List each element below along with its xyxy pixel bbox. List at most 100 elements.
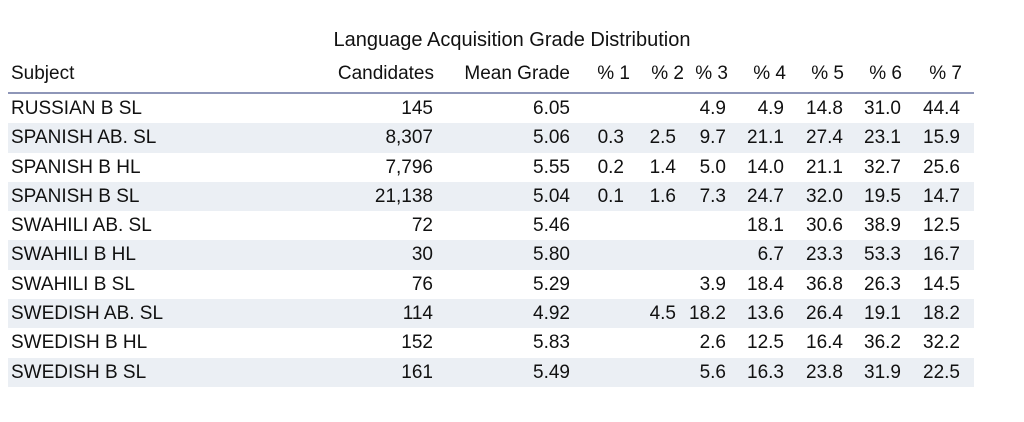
cell-pct-3: 9.7: [699, 127, 726, 149]
cell-candidates: 72: [411, 215, 433, 237]
cell-subject: RUSSIAN B SL: [11, 98, 142, 119]
table-header: Subject Candidates Mean Grade % 1 % 2 % …: [8, 58, 974, 92]
cell-pct-2: 1.4: [649, 156, 676, 178]
cell-pct-1: 0.3: [597, 127, 624, 149]
cell-pct-3: 18.2: [689, 303, 726, 325]
cell-mean-grade: 5.46: [533, 215, 570, 237]
header-pct-5: % 5: [811, 63, 844, 84]
cell-pct-4: 12.5: [747, 332, 784, 354]
table-row: SWAHILI B SL 76 5.29 3.9 18.4 36.8 26.3 14.5: [8, 270, 974, 299]
cell-pct-4: 18.4: [747, 273, 784, 295]
cell-candidates: 7,796: [385, 156, 433, 178]
cell-pct-7: 15.9: [923, 127, 960, 149]
cell-pct-4: 18.1: [747, 215, 784, 237]
cell-pct-6: 19.1: [864, 303, 901, 325]
cell-subject: SWEDISH B HL: [11, 332, 148, 354]
cell-pct-7: 18.2: [923, 303, 960, 325]
cell-pct-3: 4.9: [699, 98, 726, 119]
table-row: SWAHILI B HL 30 5.80 6.7 23.3 53.3 16.7: [8, 240, 974, 270]
table-title: Language Acquisition Grade Distribution: [333, 29, 691, 51]
cell-mean-grade: 6.05: [533, 98, 570, 119]
cell-pct-4: 14.0: [747, 156, 784, 178]
table-row: RUSSIAN B SL 145 6.05 4.9 4.9 14.8 31.0 44.4: [8, 94, 974, 123]
cell-pct-5: 26.4: [806, 303, 843, 325]
cell-pct-5: 14.8: [806, 98, 843, 119]
cell-pct-7: 16.7: [923, 244, 960, 266]
cell-mean-grade: 5.04: [533, 185, 570, 207]
grade-distribution-table: Subject Candidates Mean Grade % 1 % 2 % …: [8, 58, 974, 387]
cell-subject: SWEDISH AB. SL: [11, 303, 164, 325]
header-pct-6: % 6: [869, 63, 902, 84]
cell-pct-4: 24.7: [747, 185, 784, 207]
header-pct-7: % 7: [929, 63, 962, 84]
table-row: SPANISH AB. SL 8,307 5.06 0.3 2.5 9.7 21.1 27.4…: [8, 123, 974, 153]
cell-pct-7: 22.5: [923, 361, 960, 383]
header-candidates: Candidates: [337, 63, 434, 84]
cell-pct-5: 32.0: [806, 185, 843, 207]
cell-pct-2: 2.5: [649, 127, 676, 149]
cell-pct-1: 0.2: [597, 156, 624, 178]
cell-pct-6: 31.9: [864, 361, 901, 383]
table-row: SWEDISH B SL 161 5.49 5.6 16.3 23.8 31.9 22.5: [8, 357, 974, 387]
table-row: SWEDISH B HL 152 5.83 2.6 12.5 16.4 36.2 32.2: [8, 328, 974, 357]
cell-mean-grade: 5.55: [533, 156, 570, 178]
cell-candidates: 21,138: [374, 185, 433, 207]
cell-pct-5: 30.6: [806, 215, 843, 237]
cell-pct-7: 44.4: [923, 98, 960, 119]
cell-pct-5: 23.3: [806, 244, 843, 266]
header-subject: Subject: [11, 63, 75, 84]
cell-pct-2: 4.5: [649, 303, 676, 325]
table-body: RUSSIAN B SL 145 6.05 4.9 4.9 14.8 31.0 44.4 SPA…: [8, 94, 974, 387]
cell-subject: SPANISH B HL: [11, 156, 141, 178]
cell-subject: SWAHILI B HL: [11, 244, 136, 266]
cell-pct-7: 25.6: [923, 156, 960, 178]
cell-pct-6: 32.7: [864, 156, 901, 178]
cell-pct-4: 13.6: [747, 303, 784, 325]
cell-pct-4: 6.7: [757, 244, 784, 266]
cell-pct-4: 4.9: [757, 98, 784, 119]
cell-candidates: 145: [401, 98, 433, 119]
cell-pct-7: 14.7: [923, 185, 960, 207]
header-pct-1: % 1: [597, 63, 630, 84]
table-row: SWEDISH AB. SL 114 4.92 4.5 18.2 13.6 26.4 19.1…: [8, 299, 974, 329]
header-mean-grade: Mean Grade: [464, 63, 570, 84]
cell-mean-grade: 5.29: [533, 273, 570, 295]
cell-pct-6: 19.5: [864, 185, 901, 207]
cell-mean-grade: 5.80: [533, 244, 570, 266]
cell-subject: SWAHILI AB. SL: [11, 215, 152, 237]
cell-candidates: 76: [411, 273, 433, 295]
cell-pct-3: 5.6: [699, 361, 726, 383]
header-pct-4: % 4: [753, 63, 786, 84]
cell-pct-1: 0.1: [597, 185, 624, 207]
cell-pct-5: 27.4: [806, 127, 843, 149]
cell-subject: SPANISH AB. SL: [11, 127, 157, 149]
cell-pct-5: 16.4: [806, 332, 843, 354]
cell-pct-3: 5.0: [699, 156, 726, 178]
cell-subject: SWAHILI B SL: [11, 273, 135, 295]
cell-pct-6: 36.2: [864, 332, 901, 354]
cell-pct-3: 7.3: [699, 185, 726, 207]
header-pct-2: % 2: [651, 63, 684, 84]
header-divider: [8, 92, 974, 94]
table-row: SPANISH B HL 7,796 5.55 0.2 1.4 5.0 14.0 21.1 32…: [8, 153, 974, 182]
cell-candidates: 114: [402, 303, 433, 325]
cell-pct-7: 14.5: [923, 273, 960, 295]
cell-pct-3: 2.6: [699, 332, 726, 354]
cell-pct-5: 36.8: [806, 273, 843, 295]
cell-pct-6: 53.3: [864, 244, 901, 266]
cell-pct-6: 23.1: [864, 127, 901, 149]
cell-pct-5: 21.1: [806, 156, 843, 178]
header-pct-3: % 3: [695, 63, 728, 84]
cell-pct-7: 32.2: [923, 332, 960, 354]
cell-subject: SWEDISH B SL: [11, 361, 147, 383]
cell-candidates: 8,307: [385, 127, 433, 149]
cell-pct-6: 31.0: [864, 98, 901, 119]
cell-candidates: 161: [401, 361, 433, 383]
table-row: SPANISH B SL 21,138 5.04 0.1 1.6 7.3 24.7 32.0 1…: [8, 181, 974, 212]
cell-subject: SPANISH B SL: [11, 185, 140, 207]
cell-pct-5: 23.8: [806, 361, 843, 383]
cell-mean-grade: 5.49: [533, 361, 570, 383]
cell-candidates: 30: [411, 244, 433, 266]
cell-pct-6: 26.3: [864, 273, 901, 295]
cell-pct-3: 3.9: [699, 273, 726, 295]
